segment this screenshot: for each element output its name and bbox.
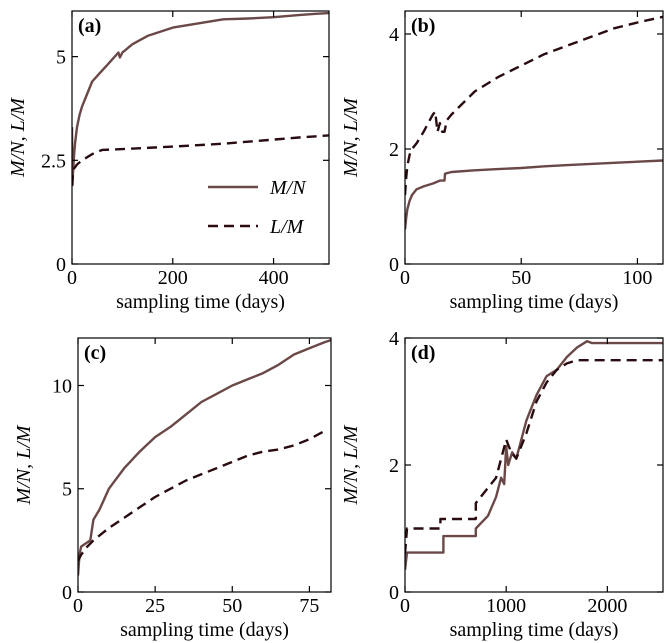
panel-a-xtick-label: 400 bbox=[259, 267, 289, 289]
panel-d: 0 1000 2000 0 2 4 (d) sampling time (days) M/N, … bbox=[340, 328, 664, 641]
panel-a-xtick-label: 200 bbox=[158, 267, 188, 289]
legend: M/N L/M bbox=[208, 177, 307, 238]
panel-c-ytick-label: 0 bbox=[62, 582, 72, 604]
panel-d-series-m-n bbox=[405, 340, 663, 570]
panel-c-xlabel: sampling time (days) bbox=[120, 619, 289, 641]
panel-a: 0 200 400 0 2.5 5 (a) sampling time (days) M/N, … bbox=[7, 10, 330, 313]
panel-c-xtick-label: 0 bbox=[73, 595, 83, 617]
panel-d-ytick-label: 0 bbox=[389, 582, 399, 604]
panel-a-ylabel: M/N, L/M bbox=[7, 97, 29, 178]
panel-a-label: (a) bbox=[78, 15, 101, 37]
panel-d-frame bbox=[404, 337, 664, 593]
panel-a-series-l-m bbox=[72, 134, 329, 186]
panel-c-frame bbox=[77, 337, 332, 593]
panel-d-xtick-label: 1000 bbox=[486, 595, 526, 617]
panel-b-ytick-label: 0 bbox=[389, 254, 399, 276]
panel-a-xtick-label: 0 bbox=[67, 267, 77, 289]
panel-c-ytick-label: 5 bbox=[62, 479, 72, 501]
panel-b-label: (b) bbox=[411, 15, 435, 37]
panel-c-xtick-label: 25 bbox=[145, 595, 165, 617]
panel-c-series-l-m bbox=[78, 429, 326, 562]
panel-c-series-m-n bbox=[78, 338, 331, 576]
panel-c-label: (c) bbox=[84, 342, 106, 364]
panel-a-ytick-label: 0 bbox=[56, 254, 66, 276]
panel-a-ytick-label: 5 bbox=[56, 47, 66, 69]
panel-a-series-m-n bbox=[72, 11, 329, 187]
panel-b-frame bbox=[404, 10, 664, 265]
panel-d-series-l-m bbox=[405, 359, 663, 554]
panel-d-label: (d) bbox=[411, 342, 435, 364]
panel-c-xtick-label: 50 bbox=[222, 595, 242, 617]
panel-b-series-l-m bbox=[405, 15, 663, 196]
panel-b-xtick-label: 100 bbox=[622, 267, 652, 289]
panel-b-ylabel: M/N, L/M bbox=[340, 97, 362, 178]
panel-a-xlabel: sampling time (days) bbox=[116, 291, 285, 313]
panel-a-frame bbox=[71, 10, 330, 265]
panel-c-xtick-label: 75 bbox=[299, 595, 319, 617]
panel-b: 0 50 100 0 2 4 (b) sampling time (days) M/N, L/M bbox=[340, 10, 664, 313]
panel-d-xtick-label: 0 bbox=[400, 595, 410, 617]
panel-b-ytick-label: 4 bbox=[389, 24, 399, 46]
panel-d-ytick-label: 4 bbox=[389, 328, 399, 350]
panel-c-ylabel: M/N, L/M bbox=[13, 424, 35, 505]
panel-d-xtick-label: 2000 bbox=[587, 595, 627, 617]
panel-c: 0 25 50 75 0 5 10 (c) sampling time (days) M/N, L… bbox=[13, 337, 332, 641]
panel-b-xtick-label: 0 bbox=[400, 267, 410, 289]
panel-d-ylabel: M/N, L/M bbox=[340, 424, 362, 505]
legend-mn-label: M/N bbox=[269, 177, 307, 199]
panel-b-xtick-label: 50 bbox=[511, 267, 531, 289]
panel-d-xlabel: sampling time (days) bbox=[450, 619, 619, 641]
panel-d-ytick-label: 2 bbox=[389, 455, 399, 477]
panel-c-ytick-label: 10 bbox=[52, 375, 72, 397]
legend-lm-label: L/M bbox=[269, 216, 305, 238]
panel-b-ytick-label: 2 bbox=[389, 139, 399, 161]
panel-a-ytick-label: 2.5 bbox=[41, 150, 66, 172]
panel-b-xlabel: sampling time (days) bbox=[450, 291, 619, 313]
panel-b-series-m-n bbox=[405, 159, 663, 230]
